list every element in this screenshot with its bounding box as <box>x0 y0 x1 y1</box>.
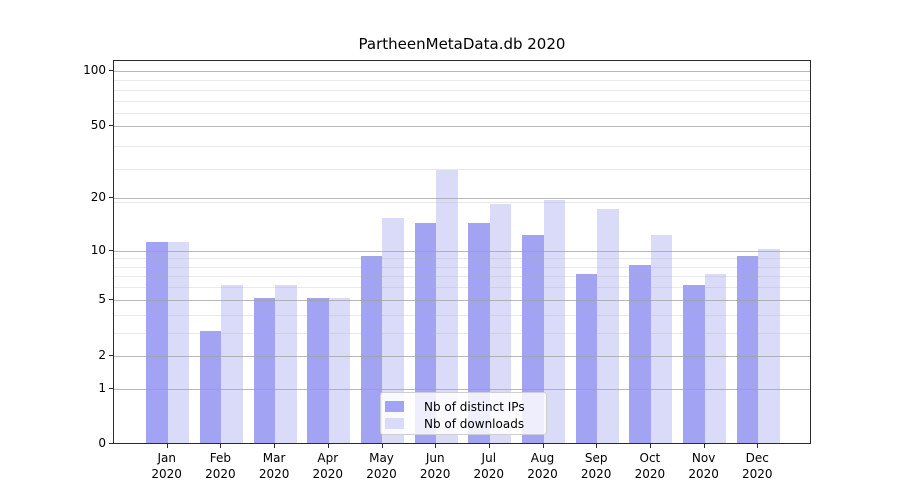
bar-downloads-feb <box>221 285 243 443</box>
y-tick-mark <box>109 249 113 251</box>
major-gridline <box>114 126 810 128</box>
y-tick-label: 1 <box>98 380 106 395</box>
x-tick-mark <box>757 444 759 448</box>
x-tick-label: Jan 2020 <box>151 451 182 481</box>
minor-gridline <box>114 169 810 171</box>
chart-title: PartheenMetaData.db 2020 <box>358 35 566 53</box>
legend-swatch-downloads <box>385 418 404 429</box>
major-gridline <box>114 299 810 301</box>
bar-downloads-nov <box>704 274 727 443</box>
y-tick-label: 0 <box>98 436 106 450</box>
bar-distinct-ips-nov <box>683 285 705 443</box>
bar-distinct-ips-dec <box>736 256 759 443</box>
bar-downloads-mar <box>275 285 297 443</box>
y-tick-label: 20 <box>90 190 106 205</box>
grid-layer <box>114 61 810 443</box>
y-tick-label: 2 <box>98 347 106 362</box>
y-tick-mark <box>109 387 113 389</box>
major-gridline <box>114 198 810 200</box>
x-tick-mark <box>220 444 222 448</box>
legend-label: Nb of downloads <box>424 416 525 431</box>
minor-gridline <box>114 145 810 147</box>
x-tick-mark <box>435 444 437 448</box>
y-tick-mark <box>109 298 113 300</box>
x-tick-mark <box>166 444 168 448</box>
bar-distinct-ips-sep <box>575 274 598 443</box>
bar-distinct-ips-oct <box>629 264 651 443</box>
x-tick-mark <box>327 444 329 448</box>
bar-downloads-aug <box>543 200 565 443</box>
bar-distinct-ips-may <box>360 256 383 443</box>
x-tick-label: Oct 2020 <box>634 451 666 481</box>
x-tick-mark <box>596 444 598 448</box>
minor-gridline <box>114 276 810 278</box>
x-tick-label: Feb 2020 <box>205 451 236 481</box>
bar-distinct-ips-mar <box>253 297 276 443</box>
x-tick-label: Dec 2020 <box>742 451 773 481</box>
x-tick-label: Mar 2020 <box>258 451 290 481</box>
x-tick-mark <box>703 444 705 448</box>
minor-gridline <box>114 314 810 316</box>
major-gridline <box>114 70 810 72</box>
x-tick-label: Jul 2020 <box>473 451 505 481</box>
minor-gridline <box>114 80 810 82</box>
legend-label: Nb of distinct IPs <box>424 399 525 414</box>
bar-distinct-ips-jan <box>146 241 168 443</box>
x-tick-mark <box>488 444 490 448</box>
x-tick-mark <box>649 444 651 448</box>
y-tick-label: 100 <box>83 62 106 77</box>
minor-gridline <box>114 266 810 268</box>
major-gridline <box>114 250 810 252</box>
legend-row: Nb of distinct IPs <box>385 398 540 415</box>
x-tick-mark <box>274 444 276 448</box>
bar-downloads-oct <box>650 235 673 443</box>
y-tick-mark <box>109 125 113 127</box>
x-tick-label: Nov 2020 <box>688 451 719 481</box>
y-tick-mark <box>109 354 113 356</box>
minor-gridline <box>114 287 810 289</box>
y-tick-mark <box>109 197 113 199</box>
x-tick-label: Sep 2020 <box>580 451 612 481</box>
y-tick-label: 50 <box>90 118 106 133</box>
y-tick-mark <box>109 443 113 444</box>
x-tick-mark <box>542 444 544 448</box>
legend-row: Nb of downloads <box>385 415 540 432</box>
legend-swatch-distinct-ips <box>385 401 404 412</box>
bar-distinct-ips-jun <box>414 223 437 443</box>
bar-downloads-jan <box>167 241 190 443</box>
bar-downloads-jun <box>436 170 458 443</box>
x-tick-label: Jun 2020 <box>419 451 451 481</box>
x-tick-label: May 2020 <box>366 451 397 481</box>
x-tick-label: Apr 2020 <box>312 451 344 481</box>
major-gridline <box>114 355 810 357</box>
y-tick-label: 10 <box>90 242 106 257</box>
bar-downloads-jul <box>489 204 512 443</box>
major-gridline <box>114 388 810 390</box>
bar-distinct-ips-jul <box>468 223 490 443</box>
bar-distinct-ips-feb <box>199 330 222 443</box>
minor-gridline <box>114 100 810 102</box>
y-tick-mark <box>109 69 113 71</box>
x-tick-mark <box>381 444 383 448</box>
y-tick-label: 5 <box>98 291 106 306</box>
bar-downloads-apr <box>328 297 351 443</box>
bar-downloads-sep <box>597 208 619 443</box>
x-tick-label: Aug 2020 <box>527 451 558 481</box>
minor-gridline <box>114 258 810 260</box>
minor-gridline <box>114 202 810 204</box>
bars-layer <box>114 61 810 443</box>
bar-distinct-ips-aug <box>522 235 544 443</box>
minor-gridline <box>114 332 810 334</box>
bar-distinct-ips-apr <box>307 297 329 443</box>
minor-gridline <box>114 113 810 114</box>
legend: Nb of distinct IPs Nb of downloads <box>380 392 547 435</box>
bar-downloads-may <box>382 218 404 443</box>
plot-area <box>113 60 811 444</box>
bar-downloads-dec <box>758 248 780 443</box>
minor-gridline <box>114 89 810 91</box>
